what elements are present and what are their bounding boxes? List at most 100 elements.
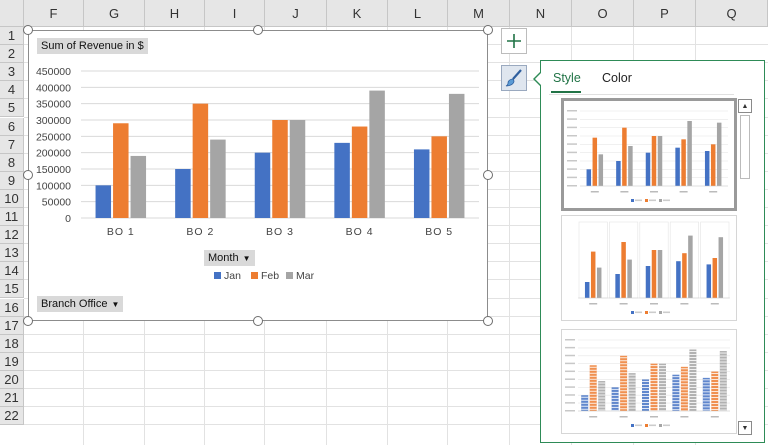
column-header-L[interactable]: L (388, 0, 448, 27)
column-header-Q[interactable]: Q (696, 0, 768, 27)
column-header-F[interactable]: F (24, 0, 84, 27)
thumb-bar (687, 121, 692, 186)
bar-mar-bo1[interactable] (130, 155, 147, 218)
resize-handle-top[interactable] (253, 25, 263, 35)
bar-jan-bo2[interactable] (175, 169, 191, 218)
bar-feb-bo5[interactable] (431, 136, 447, 218)
bar-feb-bo1[interactable] (113, 123, 129, 218)
y-tick-label: 100000 (36, 180, 71, 192)
plus-icon (507, 34, 521, 48)
row-header-9[interactable]: 9 (0, 171, 24, 190)
column-header-P[interactable]: P (634, 0, 696, 27)
resize-handle-top-left[interactable] (23, 25, 33, 35)
thumb-legend-swatch (631, 424, 634, 427)
row-header-12[interactable]: 12 (0, 226, 24, 245)
thumb-tick (567, 160, 577, 162)
row-header-22[interactable]: 22 (0, 407, 24, 426)
row-header-13[interactable]: 13 (0, 244, 24, 263)
row-header-18[interactable]: 18 (0, 334, 24, 353)
row-header-6[interactable]: 6 (0, 117, 24, 136)
thumb-tick (567, 176, 577, 179)
pivot-chart[interactable]: Sum of Revenue in $ 450000 400000 350000 30… (28, 30, 488, 321)
style-preview-chart (567, 110, 728, 202)
row-header-4[interactable]: 4 (0, 81, 24, 100)
scroll-up-button[interactable]: ▲ (738, 99, 752, 113)
tab-style[interactable]: Style (553, 71, 581, 85)
thumb-x-tick (590, 191, 599, 193)
row-header-1[interactable]: 1 (0, 27, 24, 46)
thumb-tick (567, 143, 577, 145)
thumb-bar (712, 258, 718, 298)
thumb-bar (645, 266, 651, 298)
resize-handle-bottom[interactable] (253, 316, 263, 326)
column-header-O[interactable]: O (572, 0, 634, 27)
scroll-down-button[interactable]: ▼ (738, 421, 752, 435)
style-option-2[interactable] (561, 215, 737, 321)
thumb-tick (565, 362, 575, 365)
bar-feb-bo3[interactable] (272, 120, 288, 218)
row-header-3[interactable]: 3 (0, 63, 24, 82)
style-option-3[interactable] (561, 329, 737, 434)
branch-office-field-button[interactable]: Branch Office ▼ (37, 296, 124, 312)
triangle-down-icon: ▼ (741, 424, 749, 432)
row-header-21[interactable]: 21 (0, 389, 24, 408)
row-header-11[interactable]: 11 (0, 208, 24, 227)
bar-jan-bo3[interactable] (254, 152, 271, 218)
column-header-K[interactable]: K (327, 0, 388, 27)
bar-jan-bo4[interactable] (334, 142, 350, 218)
column-header-J[interactable]: J (265, 0, 327, 27)
row-header-5[interactable]: 5 (0, 99, 24, 118)
scroll-thumb[interactable] (740, 115, 750, 179)
row-header-16[interactable]: 16 (0, 298, 24, 317)
column-header-I[interactable]: I (205, 0, 265, 27)
thumb-x-tick (620, 191, 629, 193)
thumb-bar (657, 136, 663, 186)
column-header-G[interactable]: G (84, 0, 145, 27)
bar-feb-bo4[interactable] (351, 126, 368, 218)
chart-style-pane: Style Color ▲ ▼ (533, 60, 765, 443)
bar-jan-bo5[interactable] (413, 149, 430, 218)
legend-label-feb: Feb (261, 270, 279, 282)
style-scrollbar[interactable]: ▲ ▼ (738, 99, 752, 439)
resize-handle-right[interactable] (483, 170, 493, 180)
thumb-bar (598, 381, 606, 411)
row-header-14[interactable]: 14 (0, 262, 24, 281)
bar-feb-bo2[interactable] (192, 103, 209, 218)
column-header-M[interactable]: M (448, 0, 510, 27)
style-option-1[interactable] (561, 98, 737, 211)
select-all-corner[interactable] (0, 0, 24, 27)
resize-handle-bottom-right[interactable] (483, 316, 493, 326)
bar-mar-bo5[interactable] (448, 93, 465, 218)
row-header-8[interactable]: 8 (0, 153, 24, 172)
thumb-bar (689, 349, 697, 411)
bar-mar-bo4[interactable] (369, 90, 385, 218)
column-header-H[interactable]: H (145, 0, 205, 27)
chart-styles-button[interactable] (501, 65, 527, 91)
row-header-20[interactable]: 20 (0, 370, 24, 389)
thumb-bar (598, 154, 604, 186)
resize-handle-bottom-left[interactable] (23, 316, 33, 326)
resize-handle-top-right[interactable] (483, 25, 493, 35)
bar-jan-bo1[interactable] (95, 185, 112, 218)
column-header-N[interactable]: N (510, 0, 572, 27)
bar-mar-bo3[interactable] (289, 120, 306, 218)
row-header-19[interactable]: 19 (0, 352, 24, 371)
row-header-15[interactable]: 15 (0, 280, 24, 299)
row-header-2[interactable]: 2 (0, 45, 24, 64)
month-field-button[interactable]: Month ▼ (204, 250, 255, 266)
row-header-7[interactable]: 7 (0, 135, 24, 154)
chart-elements-button[interactable] (501, 28, 527, 54)
resize-handle-left[interactable] (23, 170, 33, 180)
row-header-10[interactable]: 10 (0, 189, 24, 208)
paintbrush-icon (505, 69, 522, 87)
thumb-x-tick (710, 303, 719, 305)
thumb-x-tick (679, 191, 688, 193)
y-tick-label: 450000 (36, 66, 71, 78)
thumb-bar (657, 250, 663, 298)
tab-color[interactable]: Color (602, 71, 632, 85)
thumb-bar (627, 259, 632, 298)
row-header-17[interactable]: 17 (0, 316, 24, 335)
thumb-bar (611, 387, 619, 411)
bar-mar-bo2[interactable] (210, 139, 226, 218)
value-field-button[interactable]: Sum of Revenue in $ (37, 38, 148, 54)
